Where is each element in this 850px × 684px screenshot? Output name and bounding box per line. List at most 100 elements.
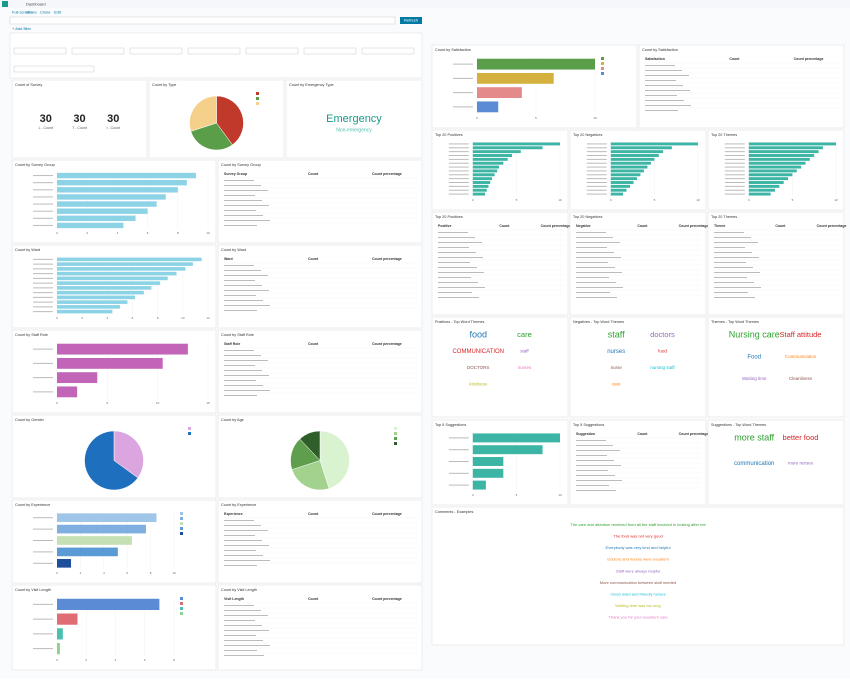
cloud-word: Waiting time [742,376,767,381]
breadcrumb[interactable]: Dashboard [26,2,46,7]
cell-placeholder [224,655,264,656]
pie-slice [113,430,144,479]
dropdown[interactable] [129,47,183,55]
cell-placeholder [224,535,255,536]
refresh-button[interactable] [400,17,422,24]
legend-swatch [180,527,183,530]
bar [472,184,489,188]
refresh-label[interactable]: Refresh [404,18,418,23]
table-header: Positive [438,224,451,228]
legend-swatch [601,62,604,65]
panel-frame [285,79,423,159]
legend-swatch [180,602,183,605]
menu-item[interactable]: Share [26,10,37,15]
cell-placeholder [576,470,608,471]
dropdown[interactable] [245,47,299,55]
legend-swatch [394,437,397,440]
table-header: Count percentage [372,342,402,346]
add-filter[interactable]: + Add filter [12,26,32,31]
bar [610,150,664,154]
cell-placeholder [224,650,257,651]
cell-placeholder [576,232,606,233]
cell-placeholder [576,480,622,481]
bar [472,154,513,157]
y-label-placeholder [586,147,607,149]
y-label-placeholder [33,633,53,635]
cell-placeholder [645,85,683,86]
y-label-placeholder [33,562,53,564]
menu-item[interactable]: Clone [40,10,51,15]
y-label-placeholder [453,106,473,108]
y-label-placeholder [33,517,53,519]
panel: Top 20 Themes Theme Count Count percentage [707,211,846,316]
dropdown[interactable] [187,47,241,55]
table-header: Experience [224,512,243,516]
panel: Negatives - Top Word Themes staff doctors n… [569,316,707,418]
legend-swatch [394,442,397,445]
y-label-placeholder [448,155,469,156]
menu-item[interactable]: Full screen [12,10,32,15]
y-label-placeholder [33,210,53,212]
y-label-placeholder [586,162,607,164]
y-label-placeholder [33,282,53,284]
cell-placeholder [438,262,470,263]
bar [57,536,132,545]
y-label-placeholder [33,258,53,260]
cell-placeholder [224,305,270,306]
bar [472,445,543,455]
x-tick-label: 4 [115,658,117,662]
y-label-placeholder [448,166,469,168]
y-label-placeholder [448,143,469,145]
bar [57,257,202,262]
cell-placeholder [224,355,261,356]
cell-placeholder [438,272,484,273]
x-tick-label: 5 [792,198,794,202]
cell-placeholder [438,237,475,238]
cell-placeholder [224,265,254,266]
y-label-placeholder [33,311,53,313]
x-tick-label: 10 [593,116,597,120]
bar [610,157,655,161]
bar [472,169,498,173]
x-tick-label: 6 [147,231,149,235]
dropdown[interactable] [71,47,125,55]
panel: Count by Survey Group Survey Group Count Co… [217,159,423,244]
logo [2,1,8,7]
cell-placeholder [438,277,471,278]
cell-placeholder [224,605,254,606]
y-label-placeholder [586,185,607,187]
bar [57,172,196,179]
table-header: Staff Role [224,342,240,346]
dropdown[interactable] [303,47,357,55]
pie-slice [84,430,139,491]
table-header: Count percentage [679,432,709,436]
bar [472,468,504,478]
cell-placeholder [224,275,268,276]
y-label-placeholder [453,63,473,65]
cell-placeholder [224,220,270,221]
table-header: Count percentage [541,224,571,228]
bar [57,309,113,314]
dropdown[interactable] [13,47,67,55]
panel-title: Count by Satisfaction [435,48,471,52]
x-tick-label: 15 [206,401,210,405]
bar [57,643,60,655]
panel-frame [217,329,423,414]
bar [57,547,118,557]
x-tick-label: 4 [117,231,119,235]
bar [477,87,522,99]
cloud-word: The care and attention received from all… [570,522,706,527]
bar [472,192,486,196]
bar [472,181,491,184]
dropdown[interactable] [361,47,415,55]
menu-item[interactable]: Edit [54,10,62,15]
cell-placeholder [576,262,608,263]
bar [57,386,78,398]
x-tick-label: 4 [103,571,105,575]
table-header: Satisfaction [645,57,665,61]
search-bar[interactable] [9,16,396,25]
dropdown[interactable] [13,65,95,73]
y-label-placeholder [33,217,53,219]
panel-title: Count by Survey Group [221,163,261,167]
bar [57,613,78,625]
